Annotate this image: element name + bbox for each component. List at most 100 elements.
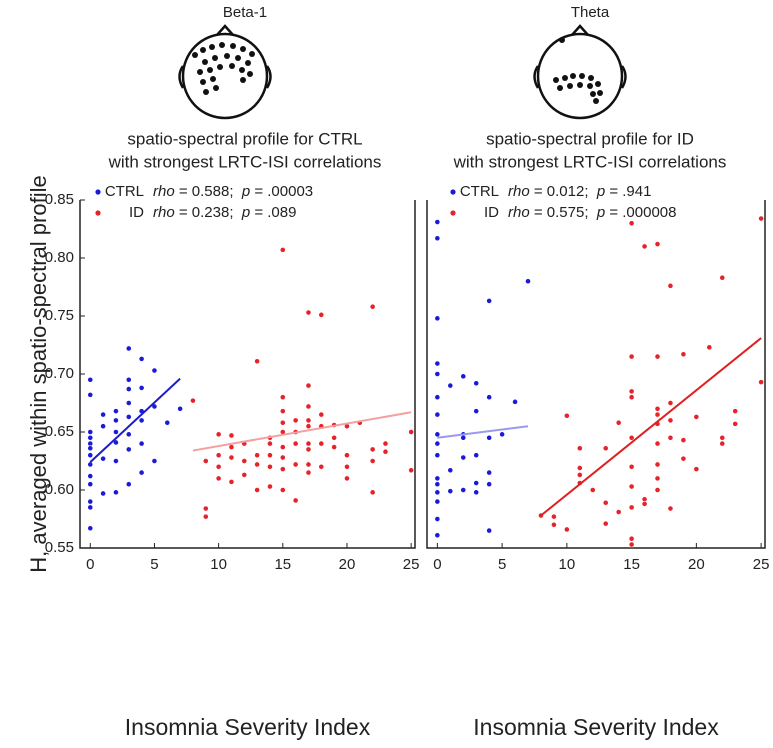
- data-point: [202, 505, 209, 512]
- data-point: [667, 400, 674, 406]
- data-point: [254, 487, 261, 493]
- x-tick-label: 5: [150, 556, 158, 573]
- fit-line: [89, 377, 181, 463]
- data-point: [434, 431, 441, 438]
- fit-line: [192, 411, 412, 452]
- data-point: [331, 434, 338, 441]
- data-point: [318, 463, 325, 470]
- data-point: [87, 525, 94, 532]
- data-point: [267, 440, 273, 447]
- data-point: [602, 499, 609, 506]
- legend-stats: rho = 0.238; p = .089: [153, 204, 296, 221]
- data-point: [113, 489, 119, 496]
- data-point: [267, 483, 273, 490]
- legend-label: ID: [484, 204, 499, 221]
- data-point: [680, 455, 687, 462]
- data-point: [87, 461, 94, 468]
- legend-stat-part: = .089: [250, 204, 296, 221]
- legend-stats: rho = 0.588; p = .00003: [153, 183, 313, 200]
- data-point: [292, 461, 299, 468]
- data-point: [279, 487, 286, 493]
- data-point: [125, 431, 132, 438]
- subtitle: spatio-spectral profile for CTRL: [127, 129, 362, 148]
- data-point: [164, 419, 171, 426]
- data-point: [292, 417, 299, 424]
- data-point: [434, 411, 441, 418]
- data-point: [434, 452, 441, 459]
- data-point: [292, 497, 299, 504]
- legend-stat-part: p: [241, 183, 250, 200]
- data-point: [369, 489, 376, 496]
- data-point: [100, 490, 107, 497]
- data-point: [460, 434, 467, 441]
- data-point: [151, 403, 158, 410]
- x-axis-label: Insomnia Severity Index: [125, 714, 371, 740]
- data-point: [628, 504, 635, 511]
- data-point: [267, 452, 273, 459]
- data-point: [318, 311, 325, 318]
- y-tick-label: 0.60: [45, 481, 74, 498]
- data-point: [279, 246, 286, 253]
- data-point: [434, 532, 441, 539]
- data-point: [460, 454, 467, 461]
- data-point: [113, 429, 119, 435]
- data-point: [719, 274, 726, 281]
- data-point: [125, 376, 132, 383]
- data-point: [138, 417, 145, 424]
- data-point: [87, 429, 94, 435]
- data-point: [369, 458, 376, 464]
- data-point: [408, 429, 415, 435]
- legend-marker: [95, 210, 101, 216]
- data-point: [87, 473, 94, 479]
- data-point: [215, 452, 222, 459]
- data-point: [279, 394, 286, 401]
- subtitle: with strongest LRTC-ISI correlations: [453, 152, 727, 171]
- data-point: [654, 461, 661, 468]
- x-axis-label: Insomnia Severity Index: [473, 714, 719, 740]
- data-point: [87, 481, 94, 488]
- data-point: [279, 454, 286, 461]
- data-point: [719, 434, 726, 441]
- data-point: [551, 513, 557, 520]
- legend-stat-part: = 0.012;: [530, 183, 597, 200]
- legend-label: ID: [129, 204, 144, 221]
- data-point: [667, 505, 674, 512]
- data-point: [680, 437, 687, 444]
- data-point: [151, 458, 158, 464]
- data-point: [628, 353, 635, 360]
- y-axis-label: H, averaged within spatio-spectral profi…: [26, 175, 51, 572]
- y-tick-label: 0.75: [45, 307, 74, 324]
- legend-stat-part: p: [596, 183, 605, 200]
- data-point: [215, 475, 222, 482]
- data-point: [628, 394, 635, 401]
- data-point: [305, 440, 312, 447]
- data-point: [87, 498, 94, 505]
- subtitle: spatio-spectral profile for ID: [486, 129, 694, 148]
- data-point: [434, 394, 441, 401]
- data-point: [551, 521, 557, 528]
- data-point: [563, 526, 570, 533]
- data-point: [228, 478, 235, 485]
- data-point: [512, 398, 518, 405]
- data-point: [228, 444, 235, 450]
- data-point: [190, 397, 196, 404]
- legend-stats: rho = 0.575; p = .000008: [508, 204, 677, 221]
- x-tick-label: 25: [403, 556, 420, 573]
- data-point: [693, 466, 700, 473]
- data-point: [654, 241, 661, 247]
- data-point: [460, 373, 467, 380]
- data-point: [318, 411, 325, 418]
- data-point: [87, 434, 94, 441]
- legend-stat-part: rho: [508, 183, 530, 200]
- data-point: [486, 434, 493, 441]
- data-point: [473, 480, 480, 486]
- y-tick-label: 0.55: [45, 539, 74, 556]
- data-point: [434, 516, 441, 522]
- legend-stat-part: = 0.238;: [175, 204, 242, 221]
- data-point: [447, 382, 454, 389]
- data-point: [667, 282, 674, 289]
- data-point: [151, 367, 158, 374]
- legend-stat-part: = .000008: [605, 204, 676, 221]
- data-point: [408, 467, 415, 474]
